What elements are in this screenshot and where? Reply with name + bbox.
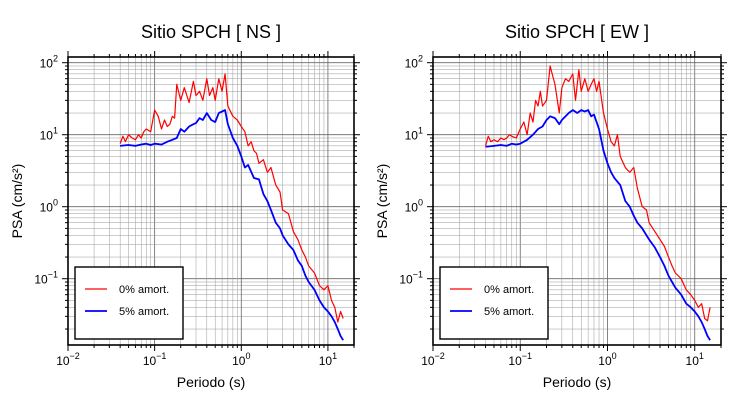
plot-frame bbox=[67, 56, 355, 346]
chart-title: Sitio SPCH [ EW ] bbox=[505, 22, 649, 42]
legend-box bbox=[439, 266, 549, 340]
legend-label: 5% amort. bbox=[119, 306, 169, 318]
x-tick-label: 100 bbox=[232, 351, 250, 368]
x-axis-label: Periodo (s) bbox=[543, 374, 611, 390]
y-axis-label: PSA (cm/s²) bbox=[9, 164, 25, 239]
x-tick-label: 101 bbox=[686, 351, 704, 368]
series-line-amort-0 bbox=[484, 65, 711, 322]
legend: 0% amort. 5% amort. bbox=[74, 266, 184, 340]
legend-label: 5% amort. bbox=[484, 306, 534, 318]
legend-box bbox=[74, 266, 184, 340]
x-tick-label: 10−1 bbox=[143, 351, 167, 368]
y-axis-label: PSA (cm/s²) bbox=[374, 164, 390, 239]
series-line-amort-0 bbox=[119, 73, 344, 323]
y-tick-label: 101 bbox=[405, 126, 423, 143]
y-tick-label: 101 bbox=[40, 126, 58, 143]
legend-label: 0% amort. bbox=[119, 284, 169, 296]
series-line-amort-5 bbox=[120, 109, 344, 341]
y-tick-label: 10−1 bbox=[399, 270, 423, 287]
plot-frame bbox=[432, 56, 722, 346]
series-line-amort-5 bbox=[485, 109, 711, 341]
y-tick-label: 100 bbox=[405, 198, 423, 215]
x-tick-label: 10−2 bbox=[421, 351, 445, 368]
chart-panel-1: 10−2 10−1 100 101 10−1 100 101 102 Sitio SPCH [ … bbox=[9, 22, 360, 390]
chart-panel-2: 10−2 10−1 100 101 10−1 100 101 102 Sitio SPCH [ … bbox=[374, 22, 727, 390]
grid bbox=[432, 57, 722, 345]
legend-label: 0% amort. bbox=[484, 284, 534, 296]
chart-title: Sitio SPCH [ NS ] bbox=[141, 22, 281, 42]
y-tick-label: 102 bbox=[405, 54, 423, 71]
x-tick-label: 10−2 bbox=[56, 351, 80, 368]
x-tick-label: 10−1 bbox=[508, 351, 532, 368]
y-tick-label: 100 bbox=[40, 198, 58, 215]
x-tick-label: 101 bbox=[319, 351, 337, 368]
y-tick-label: 10−1 bbox=[34, 270, 58, 287]
x-tick-label: 100 bbox=[598, 351, 616, 368]
y-tick-label: 102 bbox=[40, 54, 58, 71]
legend: 0% amort. 5% amort. bbox=[439, 266, 549, 340]
x-axis-label: Periodo (s) bbox=[177, 374, 245, 390]
